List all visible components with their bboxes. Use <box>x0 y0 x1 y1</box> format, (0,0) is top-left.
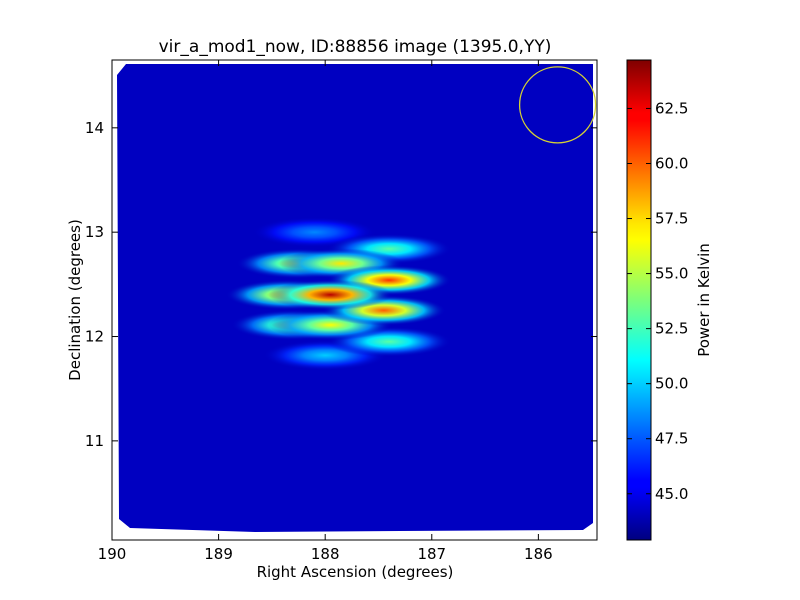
beam-circle <box>518 66 597 144</box>
x-tick-label: 188 <box>311 545 340 563</box>
x-tick-label: 189 <box>204 545 233 563</box>
x-tick-label: 186 <box>524 545 553 563</box>
chart-title: vir_a_mod1_now, ID:88856 image (1395.0,Y… <box>159 37 552 57</box>
y-tick-labels: 11 12 13 14 <box>85 119 104 450</box>
y-axis-label: Declination (degrees) <box>66 219 84 381</box>
colorbar: 45.0 47.5 50.0 52.5 55.0 57.5 60.0 62.5 Power i… <box>626 59 713 541</box>
colorbar-gradient <box>626 59 652 541</box>
colorbar-tick-label: 45.0 <box>655 485 688 503</box>
heatmap-sources <box>225 217 452 371</box>
colorbar-ticks: 45.0 47.5 50.0 52.5 55.0 57.5 60.0 62.5 <box>627 99 688 503</box>
y-tick-label: 13 <box>85 223 104 241</box>
y-tick-label: 12 <box>85 328 104 346</box>
colorbar-tick-label: 57.5 <box>655 210 688 228</box>
y-tick-label: 11 <box>85 432 104 450</box>
heatmap-plot <box>111 59 598 541</box>
colorbar-label: Power in Kelvin <box>695 243 713 357</box>
colorbar-tick-label: 47.5 <box>655 430 688 448</box>
colorbar-tick-label: 52.5 <box>655 320 688 338</box>
heatmap-source-blob <box>268 279 393 310</box>
y-tick-label: 14 <box>85 119 104 137</box>
colorbar-tick-label: 55.0 <box>655 265 688 283</box>
x-tick-labels: 190 189 188 187 186 <box>98 545 553 563</box>
x-tick-label: 190 <box>98 545 127 563</box>
colorbar-tick-label: 50.0 <box>655 375 688 393</box>
colorbar-tick-label: 62.5 <box>655 99 688 117</box>
plot-frame <box>111 59 598 541</box>
colorbar-tick-label: 60.0 <box>655 154 688 172</box>
x-tick-label: 187 <box>417 545 446 563</box>
x-axis-label: Right Ascension (degrees) <box>257 563 454 581</box>
